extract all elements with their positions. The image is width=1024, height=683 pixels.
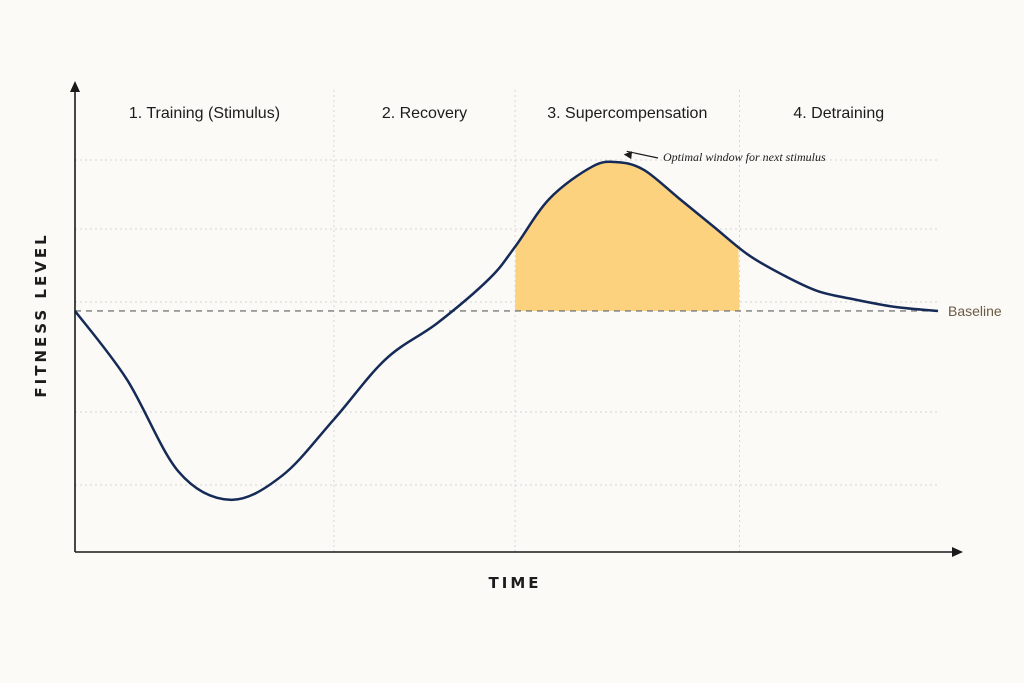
phase-label: 2. Recovery [382,105,467,122]
x-axis-arrowhead [952,547,963,557]
annotation-arrowhead [623,151,633,160]
y-axis-arrowhead [70,81,80,92]
baseline-label: Baseline [948,303,1002,319]
fitness-curve [74,160,939,502]
x-axis-title: TIME [489,574,542,592]
phase-labels: 1. Training (Stimulus) 2. Recovery 3. Supe… [129,105,884,122]
annotation: Optimal window for next stimulus [623,150,826,164]
phase-label: 1. Training (Stimulus) [129,105,280,122]
annotation-text: Optimal window for next stimulus [663,150,826,164]
grid-lines [75,90,938,552]
supercompensation-area [515,161,740,311]
y-axis-title: FITNESS LEVEL [32,232,50,397]
axes [70,81,963,557]
phase-label: 4. Detraining [793,105,884,122]
phase-label: 3. Supercompensation [547,105,707,122]
